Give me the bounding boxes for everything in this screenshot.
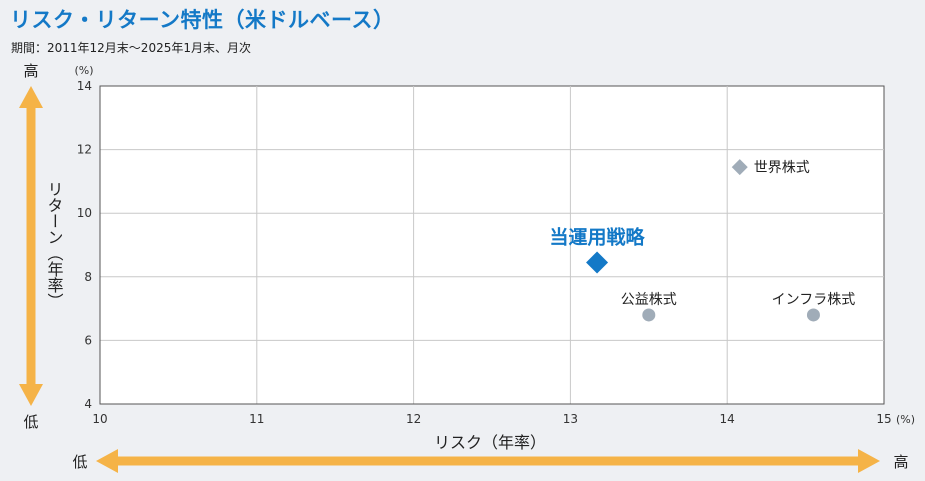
vertical-arrow-up-head bbox=[19, 86, 43, 108]
data-point-label: 公益株式 bbox=[621, 292, 677, 308]
data-point-label: 世界株式 bbox=[754, 160, 810, 176]
y-tick-label: 6 bbox=[84, 333, 92, 347]
y-tick-label: 8 bbox=[84, 270, 92, 284]
data-point-label: 当運用戦略 bbox=[550, 225, 646, 248]
horizontal-arrow-right-head bbox=[858, 449, 880, 473]
x-high-label: 高 bbox=[893, 453, 908, 471]
x-axis-title: リスク（年率） bbox=[434, 433, 546, 452]
y-low-label: 低 bbox=[23, 413, 38, 431]
y-tick-label: 10 bbox=[77, 206, 92, 220]
x-tick-label: 15 bbox=[876, 412, 891, 426]
data-point-circle bbox=[642, 308, 656, 322]
x-tick-label: 12 bbox=[406, 412, 421, 426]
chart-title: リスク・リターン特性（米ドルベース） bbox=[10, 8, 395, 32]
y-axis-title: リターン（年率） bbox=[45, 181, 64, 309]
data-point-circle bbox=[806, 308, 820, 322]
data-point-diamond bbox=[731, 159, 748, 176]
x-tick-label: 13 bbox=[563, 412, 578, 426]
y-tick-label: 14 bbox=[77, 79, 92, 93]
x-low-label: 低 bbox=[72, 453, 87, 471]
y-tick-label: 12 bbox=[77, 143, 92, 157]
x-unit: (%) bbox=[896, 413, 915, 426]
x-tick-label: 11 bbox=[249, 412, 264, 426]
horizontal-arrow-left-head bbox=[96, 449, 118, 473]
period-note: 期間：2011年12月末〜2025年1月末、月次 bbox=[11, 41, 251, 55]
y-tick-label: 4 bbox=[84, 397, 92, 411]
y-high-label: 高 bbox=[23, 62, 38, 80]
x-tick-label: 14 bbox=[720, 412, 735, 426]
data-point-label: インフラ株式 bbox=[772, 292, 856, 308]
x-tick-label: 10 bbox=[92, 412, 107, 426]
data-point-diamond bbox=[586, 251, 609, 274]
y-unit: (%) bbox=[74, 64, 93, 77]
vertical-arrow-down-head bbox=[19, 384, 43, 406]
plot-area bbox=[99, 85, 885, 405]
